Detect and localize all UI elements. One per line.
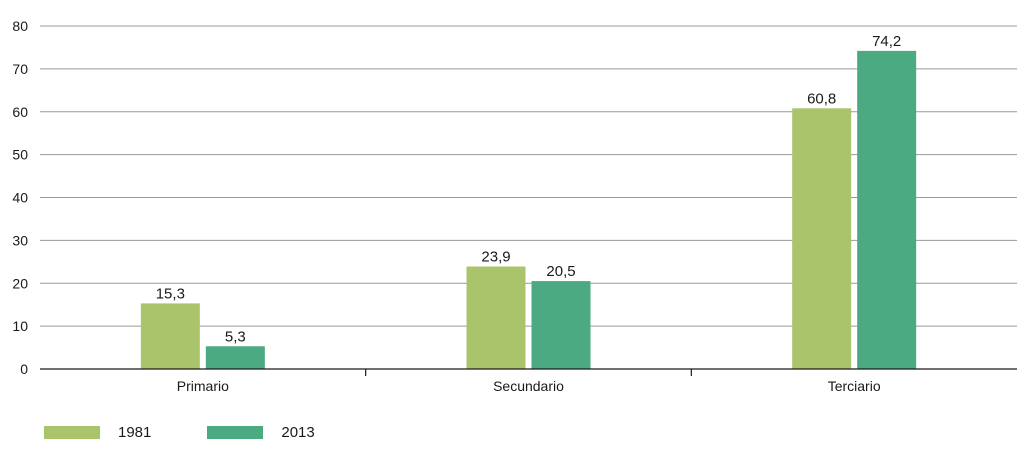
bar-chart: 0 10 20 30 40 50 60 70 80 15,3 5,3 23,9 20,5 60,8 74,… bbox=[12, 18, 1017, 394]
x-tick-label-secundario: Secundario bbox=[493, 378, 564, 394]
y-tick-label-60: 60 bbox=[12, 104, 28, 120]
y-tick-label-10: 10 bbox=[12, 318, 28, 334]
y-tick-label-40: 40 bbox=[12, 190, 28, 206]
y-tick-label-70: 70 bbox=[12, 61, 28, 77]
y-tick-label-50: 50 bbox=[12, 147, 28, 163]
bar-2013-primario bbox=[205, 346, 265, 369]
data-labels: 15,3 5,3 23,9 20,5 60,8 74,2 bbox=[156, 33, 902, 345]
data-label-2013-primario: 5,3 bbox=[225, 328, 246, 345]
legend-swatch-2013 bbox=[207, 426, 264, 439]
data-label-1981-secundario: 23,9 bbox=[481, 249, 510, 266]
bar-2013-terciario bbox=[857, 50, 917, 370]
data-label-1981-terciario: 60,8 bbox=[807, 90, 836, 107]
x-tick-label-primario: Primario bbox=[177, 378, 229, 394]
legend-item-1981: 1981 bbox=[44, 424, 151, 441]
data-label-2013-secundario: 20,5 bbox=[546, 263, 575, 280]
bar-1981-terciario bbox=[792, 108, 852, 369]
y-tick-label-0: 0 bbox=[20, 361, 28, 377]
data-label-2013-terciario: 74,2 bbox=[872, 33, 901, 50]
x-axis: Primario Secundario Terciario bbox=[40, 368, 1017, 394]
data-label-1981-primario: 15,3 bbox=[156, 285, 185, 302]
gridlines bbox=[40, 25, 1017, 327]
legend: 1981 2013 bbox=[44, 424, 371, 441]
y-tick-label-20: 20 bbox=[12, 275, 28, 291]
y-tick-label-80: 80 bbox=[12, 18, 28, 34]
legend-item-2013: 2013 bbox=[207, 424, 315, 441]
bars bbox=[140, 50, 917, 370]
legend-label-2013: 2013 bbox=[281, 424, 315, 441]
bar-1981-primario bbox=[140, 303, 200, 369]
legend-label-1981: 1981 bbox=[118, 424, 152, 441]
y-tick-label-30: 30 bbox=[12, 232, 28, 248]
y-axis-ticks: 0 10 20 30 40 50 60 70 80 bbox=[12, 18, 28, 377]
bar-1981-secundario bbox=[466, 266, 526, 369]
x-tick-label-terciario: Terciario bbox=[828, 378, 881, 394]
legend-swatch-1981 bbox=[44, 426, 100, 439]
bar-2013-secundario bbox=[531, 281, 591, 369]
